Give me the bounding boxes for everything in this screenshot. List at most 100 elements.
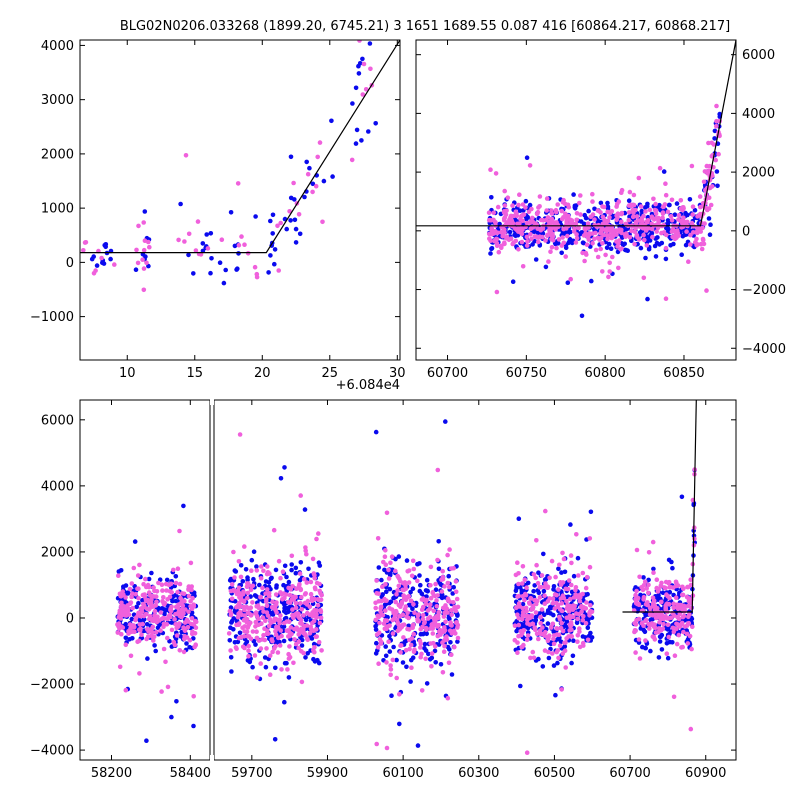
- data-point-series-a: [330, 174, 335, 179]
- data-point-series-b: [260, 605, 265, 611]
- data-point-series-b: [409, 665, 414, 670]
- data-point-series-b: [492, 219, 498, 225]
- data-point-series-b: [431, 608, 437, 614]
- data-point-series-b: [498, 229, 504, 235]
- data-point-series-b: [651, 570, 656, 575]
- data-point-series-b: [317, 588, 323, 594]
- data-point-series-a: [123, 635, 129, 641]
- data-point-series-a: [446, 573, 452, 579]
- data-point-series-b: [118, 616, 124, 621]
- data-point-series-b: [285, 667, 290, 672]
- data-point-series-a: [708, 222, 713, 227]
- data-point-series-b: [386, 576, 392, 581]
- data-point-series-b: [520, 581, 525, 586]
- data-point-series-b: [242, 629, 247, 634]
- data-point-series-b: [189, 584, 194, 589]
- data-point-series-b: [263, 591, 268, 596]
- data-point-series-b: [123, 595, 128, 600]
- data-point-series-b: [579, 609, 584, 615]
- data-point-series-a: [329, 118, 334, 124]
- data-point-series-b: [318, 608, 323, 613]
- data-point-series-a: [254, 564, 259, 569]
- data-point-series-b: [163, 659, 168, 665]
- data-point-series-a: [184, 641, 189, 646]
- data-point-series-a: [714, 169, 720, 174]
- data-point-series-b: [593, 247, 599, 253]
- data-point-series-b: [288, 625, 294, 630]
- data-point-series-b: [231, 549, 236, 555]
- data-point-series-b: [395, 619, 400, 625]
- data-point-series-b: [589, 609, 595, 615]
- data-point-series-a: [270, 212, 276, 218]
- data-point-series-b: [649, 215, 655, 220]
- data-point-series-b: [119, 600, 124, 606]
- data-point-series-b: [657, 620, 662, 625]
- data-point-series-b: [644, 243, 650, 248]
- data-point-series-b: [159, 582, 165, 587]
- data-point-series-b: [423, 656, 429, 662]
- data-point-series-b: [191, 694, 196, 699]
- data-point-series-b: [381, 559, 386, 565]
- data-point-series-a: [564, 619, 570, 624]
- data-point-series-b: [151, 638, 156, 643]
- data-point-series-b: [676, 212, 682, 218]
- data-point-series-b: [165, 684, 171, 690]
- data-point-series-a: [514, 628, 519, 634]
- data-point-series-b: [433, 581, 438, 587]
- data-point-series-b: [173, 604, 179, 610]
- data-point-series-a: [379, 577, 384, 583]
- data-point-series-a: [415, 743, 421, 748]
- data-point-series-a: [191, 636, 196, 641]
- data-point-series-b: [161, 624, 166, 630]
- data-point-series-b: [553, 574, 558, 580]
- data-point-series-b: [310, 556, 316, 562]
- data-point-series-a: [641, 575, 646, 580]
- data-point-series-b: [299, 607, 305, 612]
- data-point-series-a: [626, 198, 632, 203]
- data-point-series-b: [183, 153, 189, 158]
- data-point-series-a: [422, 646, 427, 651]
- data-point-series-a: [551, 663, 557, 668]
- data-point-series-a: [129, 616, 135, 622]
- data-point-series-a: [488, 251, 493, 256]
- data-point-series-b: [410, 558, 416, 564]
- data-point-series-b: [535, 209, 541, 215]
- data-point-series-b: [530, 649, 536, 655]
- data-point-series-a: [181, 503, 186, 509]
- data-point-series-a: [519, 588, 525, 593]
- data-point-series-a: [518, 683, 523, 689]
- data-point-series-b: [445, 552, 450, 558]
- data-point-series-b: [693, 239, 698, 245]
- data-point-series-b: [315, 603, 321, 608]
- data-point-series-b: [674, 626, 679, 632]
- data-point-series-a: [305, 651, 311, 656]
- data-point-series-b: [539, 607, 545, 612]
- data-point-series-b: [542, 593, 547, 598]
- data-point-series-b: [549, 217, 555, 223]
- data-point-series-b: [142, 592, 147, 597]
- x-tick-label: 60100: [382, 766, 423, 781]
- data-point-series-b: [584, 600, 589, 605]
- data-point-series-b: [702, 221, 707, 226]
- data-point-series-b: [523, 613, 529, 619]
- data-point-series-b: [254, 629, 259, 634]
- data-point-series-a: [449, 672, 455, 677]
- data-point-series-b: [633, 650, 638, 655]
- data-point-series-b: [141, 247, 147, 253]
- data-point-series-a: [689, 616, 695, 622]
- data-point-series-b: [163, 581, 169, 587]
- data-point-series-b: [551, 636, 556, 642]
- data-point-series-b: [174, 633, 180, 638]
- data-point-series-b: [547, 596, 552, 601]
- data-point-series-a: [250, 664, 255, 670]
- data-point-series-b: [627, 189, 633, 195]
- data-point-series-b: [158, 628, 163, 633]
- data-point-series-b: [527, 622, 533, 627]
- data-point-series-a: [517, 208, 523, 213]
- data-point-series-b: [590, 212, 596, 217]
- data-point-series-b: [242, 613, 248, 618]
- y-tick-label: 3000: [41, 93, 74, 108]
- data-point-series-b: [559, 601, 564, 606]
- data-point-series-b: [669, 218, 675, 223]
- data-point-series-b: [291, 180, 296, 186]
